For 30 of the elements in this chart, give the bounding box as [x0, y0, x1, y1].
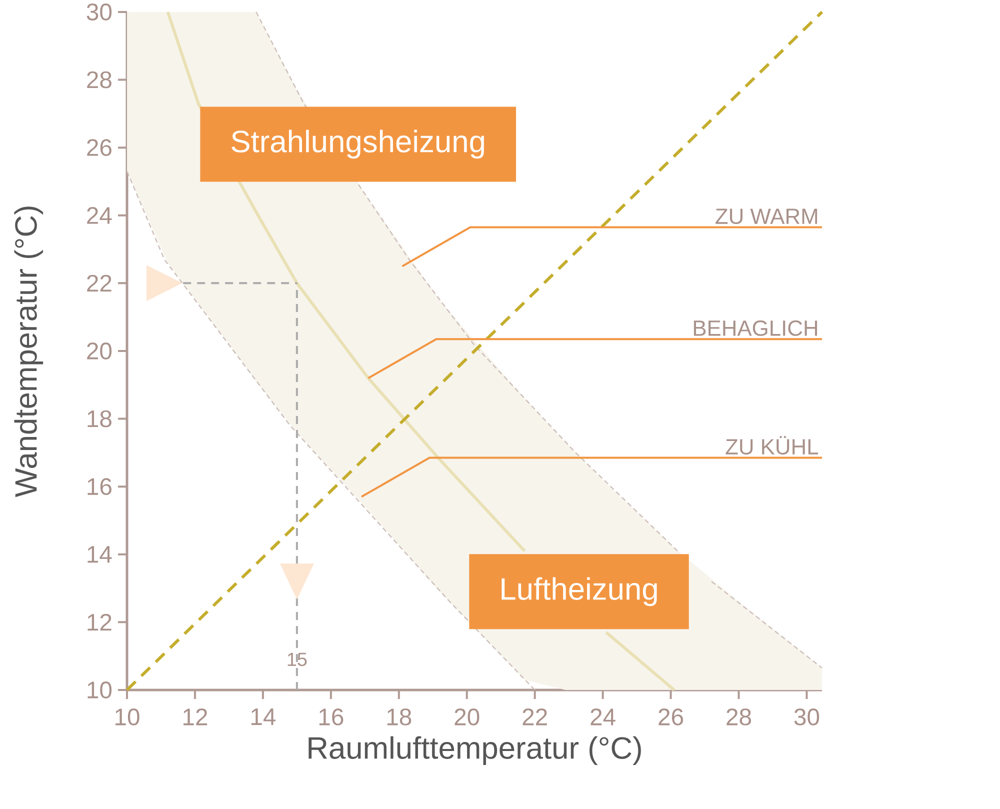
annotation: ZU WARM: [716, 208, 818, 224]
x-tick-label: 14: [251, 708, 276, 725]
annotation: ZU KÜHL: [726, 436, 818, 455]
y-tick-label: 20: [87, 342, 112, 360]
x-tick-label: 22: [522, 708, 547, 726]
x-tick-label: 10: [116, 708, 140, 726]
x-tick-label: 16: [319, 708, 344, 726]
y-tick-label: 28: [87, 71, 112, 88]
y-tick-label: 22: [87, 274, 112, 292]
x-tick-label: 30: [794, 708, 820, 726]
y-tick-label: 10: [88, 682, 112, 698]
x-tick-label: 12: [184, 708, 208, 726]
x-axis-title: Raumlufttemperatur (°C): [308, 736, 641, 766]
y-tick-label: 14: [88, 546, 112, 563]
x-tick-label: 26: [658, 708, 684, 726]
x-tick-label: 18: [387, 708, 412, 726]
x-tick-label: 28: [726, 708, 751, 726]
y-tick-label: 30: [86, 4, 112, 20]
annotation: BEHAGLICH: [694, 320, 818, 336]
x-tick-label: 24: [590, 708, 616, 726]
annotation: Luftheizung: [502, 577, 657, 606]
y-tick-label: 12: [88, 614, 112, 631]
y-tick-label: 18: [88, 410, 112, 428]
y-axis-title: Wandtemperatur (°C): [14, 206, 44, 498]
y-tick-label: 26: [87, 139, 112, 156]
y-tick-label: 16: [88, 478, 112, 496]
x-tick-label: 20: [454, 708, 480, 726]
y-tick-label: 24: [87, 207, 112, 224]
ref-line-label: 15: [288, 652, 307, 666]
annotation: Strahlungsheizung: [232, 130, 484, 159]
